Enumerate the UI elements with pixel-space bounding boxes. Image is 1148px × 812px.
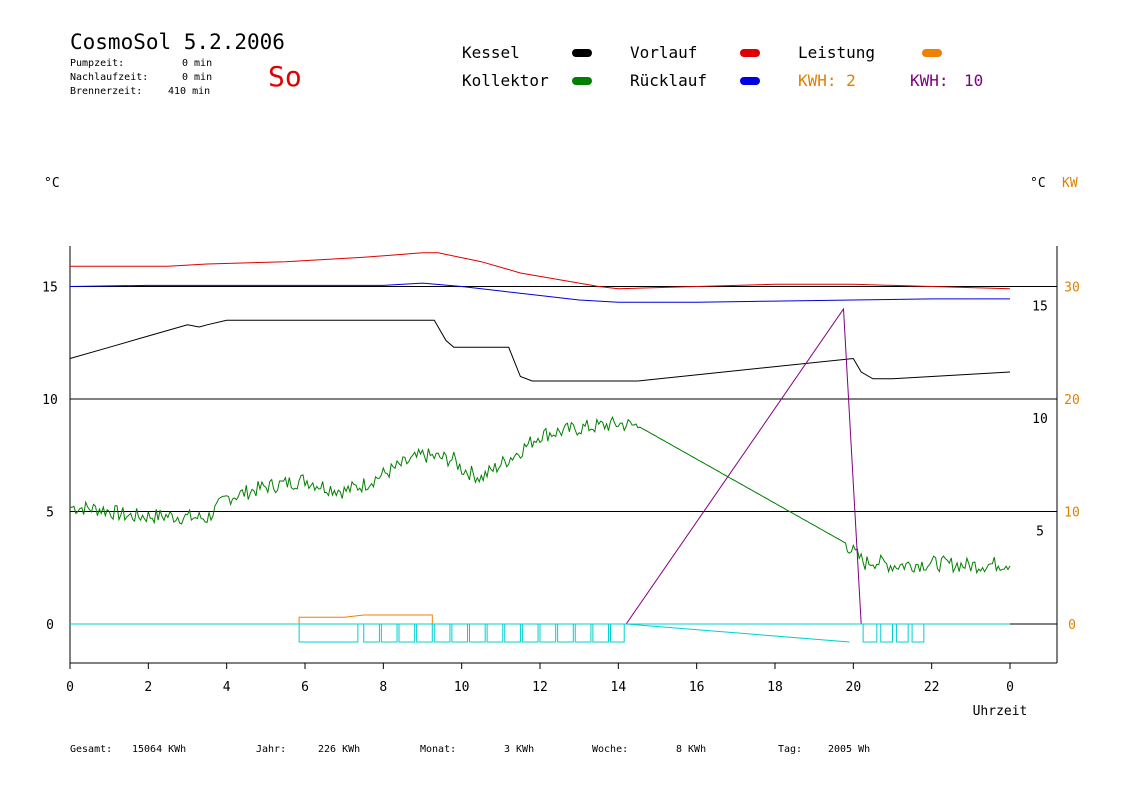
y-tick-right-temp-15: 15 xyxy=(1032,300,1048,315)
x-tick-label-0: 0 xyxy=(66,680,74,695)
weekday-label: So xyxy=(268,60,302,93)
footer-label-jahr: Jahr: xyxy=(256,744,287,755)
x-tick-label-12: 0 xyxy=(1006,680,1014,695)
series-pumpe-pulse-1 xyxy=(363,623,380,643)
legend-kwh-day: KWH: 2 xyxy=(798,71,856,90)
series-pumpe-pulse-8 xyxy=(486,623,504,643)
series-pumpe-pulse-6 xyxy=(451,623,469,643)
series-pumpe-pulse-14 xyxy=(592,623,610,643)
y-tick-right-kw-30: 30 xyxy=(1064,281,1080,296)
x-tick-label-5: 10 xyxy=(454,680,470,695)
stat-label-brennerzeit: Brennerzeit: xyxy=(70,86,143,97)
stat-value-nachlaufzeit: 0 min xyxy=(182,72,213,83)
series-pumpe-pulse-3 xyxy=(398,623,416,643)
series-vorlauf xyxy=(70,252,1011,290)
x-tick-label-8: 16 xyxy=(689,680,705,695)
y-tick-left-15: 15 xyxy=(42,281,58,296)
y-tick-right-kw-0: 0 xyxy=(1068,618,1076,633)
series-kessel xyxy=(69,319,1011,382)
series-pumpe-pulse-2 xyxy=(380,623,398,643)
legend-kwh-total-label: KWH: xyxy=(910,71,949,90)
y-tick-left-5: 5 xyxy=(46,506,54,521)
series-pumpe-pulse-0 xyxy=(298,623,359,643)
y-axis-left-unit: °C xyxy=(44,176,60,191)
y-tick-right-temp-10: 10 xyxy=(1032,412,1048,427)
legend-swatch-kollektor xyxy=(572,77,592,85)
y-tick-right-kw-10: 10 xyxy=(1064,506,1080,521)
y-tick-left-0: 0 xyxy=(46,618,54,633)
x-tick-label-11: 22 xyxy=(924,680,940,695)
series-pumpe-pulse-11 xyxy=(539,623,557,643)
x-tick-label-3: 6 xyxy=(301,680,309,695)
x-tick-label-2: 4 xyxy=(223,680,231,695)
series-pumpe-pulse-5 xyxy=(433,623,451,643)
footer-label-tag: Tag: xyxy=(778,744,803,755)
series-pumpe-pulse-17 xyxy=(880,623,893,643)
series-pumpe-pulse-15 xyxy=(610,623,625,643)
legend-swatch-kessel xyxy=(572,49,592,57)
stat-label-nachlaufzeit: Nachlaufzeit: xyxy=(70,72,149,83)
series-leistung xyxy=(70,614,1010,625)
x-axis-title: Uhrzeit xyxy=(973,704,1028,719)
footer-label-woche: Woche: xyxy=(592,744,629,755)
x-tick-label-7: 14 xyxy=(611,680,627,695)
legend-swatch-vorlauf xyxy=(740,49,760,57)
series-pumpe-pulse-19 xyxy=(911,623,925,643)
series-kollektor xyxy=(69,415,1011,575)
y-tick-right-kw-20: 20 xyxy=(1064,393,1080,408)
series-pumpe-pulse-12 xyxy=(557,623,574,643)
page-title: CosmoSol 5.2.2006 xyxy=(70,30,285,54)
y-tick-left-10: 10 xyxy=(42,393,58,408)
x-tick-label-9: 18 xyxy=(767,680,783,695)
series-pumpe-gap xyxy=(626,623,850,643)
series-pumpe-pulse-13 xyxy=(574,623,592,643)
y-axis-right-kw-unit: KW xyxy=(1062,176,1078,191)
x-tick-label-1: 2 xyxy=(144,680,152,695)
series-kwh xyxy=(625,307,862,625)
footer-label-gesamt: Gesamt: xyxy=(70,744,113,755)
legend-label-leistung: Leistung xyxy=(798,43,876,62)
x-tick-label-6: 12 xyxy=(532,680,548,695)
y-axis-right-unit: °C xyxy=(1030,176,1046,191)
stat-value-pumpzeit: 0 min xyxy=(182,58,213,69)
stat-label-pumpzeit: Pumpzeit: xyxy=(70,58,125,69)
footer-value-woche: 8 KWh xyxy=(676,744,707,755)
legend-label-ruecklauf: Rücklauf xyxy=(630,71,708,90)
x-tick-label-10: 20 xyxy=(846,680,862,695)
y-tick-right-temp-5: 5 xyxy=(1036,525,1044,540)
footer-label-monat: Monat: xyxy=(420,744,457,755)
series-r-cklauf xyxy=(69,282,1010,303)
x-tick-label-4: 8 xyxy=(379,680,387,695)
legend-label-vorlauf: Vorlauf xyxy=(630,43,698,62)
legend-label-kessel: Kessel xyxy=(462,43,520,62)
stat-value-brennerzeit: 410 min xyxy=(168,86,211,97)
footer-value-jahr: 226 KWh xyxy=(318,744,361,755)
footer-value-monat: 3 KWh xyxy=(504,744,535,755)
series-pumpe-pulse-9 xyxy=(504,623,521,643)
series-pumpe-pulse-4 xyxy=(416,623,433,643)
series-pumpe-pulse-7 xyxy=(469,623,486,643)
legend-label-kollektor: Kollektor xyxy=(462,71,549,90)
series-pumpe-pulse-10 xyxy=(521,623,539,643)
legend-kwh-total-value: 10 xyxy=(964,71,984,90)
footer-value-gesamt: 15064 KWh xyxy=(132,744,187,755)
legend-swatch-ruecklauf xyxy=(740,77,760,85)
footer-value-tag: 2005 Wh xyxy=(828,744,871,755)
series-pumpe-pulse-16 xyxy=(862,623,878,643)
legend-swatch-leistung xyxy=(922,49,942,57)
series-pumpe-pulse-18 xyxy=(895,623,909,643)
